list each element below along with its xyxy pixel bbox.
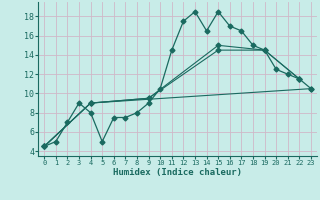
X-axis label: Humidex (Indice chaleur): Humidex (Indice chaleur) <box>113 168 242 177</box>
